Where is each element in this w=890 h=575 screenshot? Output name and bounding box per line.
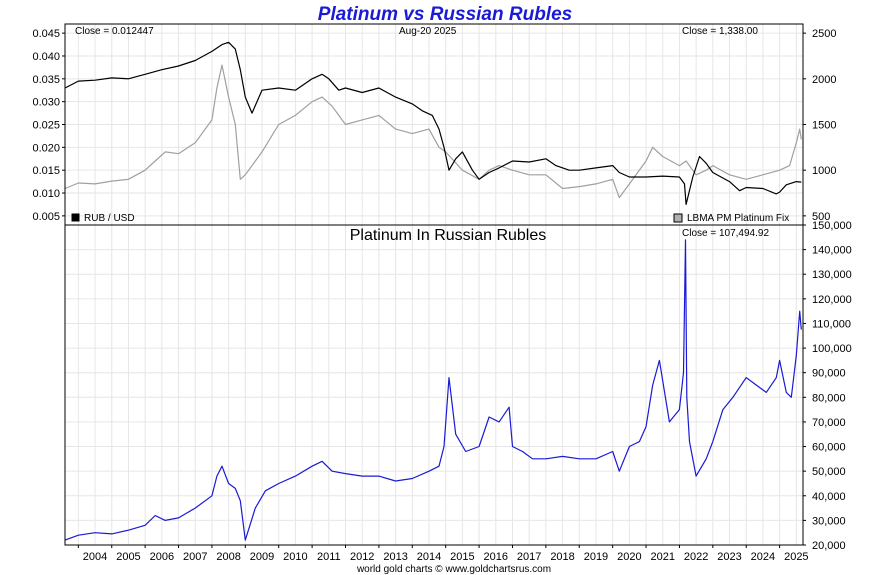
legend-left-label: RUB / USD: [84, 213, 135, 224]
tick-label-right: 2000: [812, 74, 836, 86]
series-line-rub-usd: [64, 41, 802, 205]
tick-label-right-bottom: 30,000: [812, 515, 846, 527]
tick-label-x: 2018: [550, 551, 574, 563]
tick-label-x: 2013: [383, 551, 407, 563]
tick-label-x: 2016: [484, 551, 508, 563]
tick-label-x: 2021: [651, 551, 675, 563]
tick-label-right: 500: [812, 211, 830, 223]
series-line-platinum-rubles: [64, 239, 802, 541]
tick-label-x: 2007: [183, 551, 207, 563]
tick-label-right-bottom: 70,000: [812, 417, 846, 429]
tick-label-x: 2010: [283, 551, 307, 563]
tick-label-x: 2011: [317, 551, 341, 563]
tick-label-x: 2014: [417, 551, 441, 563]
tick-label-right-bottom: 40,000: [812, 491, 846, 503]
tick-label-right: 1000: [812, 165, 836, 177]
legend-left-swatch: [71, 213, 80, 222]
tick-label-x: 2009: [250, 551, 274, 563]
footer-credit: world gold charts © www.goldchartsrus.co…: [356, 564, 551, 575]
bottom-panel-title: Platinum In Russian Rubles: [350, 227, 547, 244]
tick-label-left: 0.040: [32, 51, 60, 63]
tick-label-right-bottom: 90,000: [812, 368, 846, 380]
top-left-close-label: Close = 0.012447: [75, 26, 154, 37]
tick-label-right-bottom: 120,000: [812, 294, 852, 306]
tick-label-x: 2004: [83, 551, 107, 563]
tick-label-right-bottom: 80,000: [812, 392, 846, 404]
legend-right-label: LBMA PM Platinum Fix: [687, 213, 789, 224]
series-line-platinum-fix: [64, 64, 802, 199]
tick-label-right: 1500: [812, 120, 836, 132]
tick-label-right-bottom: 100,000: [812, 343, 852, 355]
tick-label-x: 2008: [216, 551, 240, 563]
tick-label-left: 0.020: [32, 142, 60, 154]
top-right-close-label: Close = 1,338.00: [682, 26, 758, 37]
chart-title: Platinum vs Russian Rubles: [318, 4, 572, 25]
tick-label-left: 0.005: [32, 211, 60, 223]
tick-label-right-bottom: 20,000: [812, 540, 846, 552]
top-date-label: Aug-20 2025: [399, 26, 457, 37]
tick-label-right-bottom: 130,000: [812, 269, 852, 281]
bottom-panel-frame: [64, 224, 804, 546]
tick-label-right: 2500: [812, 28, 836, 40]
series-layer: [64, 41, 802, 541]
tick-label-x: 2024: [751, 551, 775, 563]
legend-right: LBMA PM Platinum Fix: [673, 213, 789, 224]
tick-label-right-bottom: 150,000: [812, 220, 852, 232]
tick-label-x: 2012: [350, 551, 374, 563]
tick-label-left: 0.030: [32, 97, 60, 109]
tick-label-right-bottom: 60,000: [812, 442, 846, 454]
legend-left: RUB / USD: [71, 213, 135, 224]
tick-labels: 0.005 0.010 0.015 0.020 0.025 0.030 0.035 0.040…: [32, 28, 851, 563]
grid: [65, 24, 803, 546]
tick-label-right-bottom: 140,000: [812, 245, 852, 257]
tick-label-x: 2022: [684, 551, 708, 563]
tick-label-x: 2015: [450, 551, 474, 563]
tick-label-x: 2017: [517, 551, 541, 563]
bottom-close-label: Close = 107,494.92: [682, 228, 769, 239]
tick-label-x: 2023: [717, 551, 741, 563]
tick-label-right-bottom: 50,000: [812, 466, 846, 478]
tick-label-x: 2019: [584, 551, 608, 563]
tick-label-left: 0.045: [32, 28, 60, 40]
tick-label-x: 2020: [617, 551, 641, 563]
tick-label-left: 0.010: [32, 188, 60, 200]
legend-right-swatch: [673, 213, 683, 223]
tick-label-left: 0.035: [32, 74, 60, 86]
tick-label-left: 0.015: [32, 165, 60, 177]
tick-label-right-bottom: 110,000: [812, 318, 851, 330]
tick-label-x: 2006: [150, 551, 174, 563]
tick-label-x: 2005: [116, 551, 140, 563]
tick-label-x: 2025: [784, 551, 808, 563]
tick-label-left: 0.025: [32, 120, 60, 132]
